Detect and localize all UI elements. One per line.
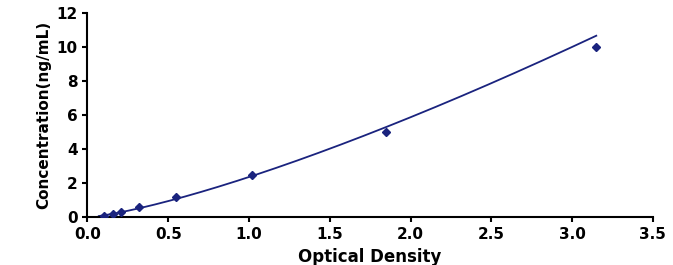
X-axis label: Optical Density: Optical Density	[298, 248, 442, 265]
Y-axis label: Concentration(ng/mL): Concentration(ng/mL)	[36, 21, 51, 209]
